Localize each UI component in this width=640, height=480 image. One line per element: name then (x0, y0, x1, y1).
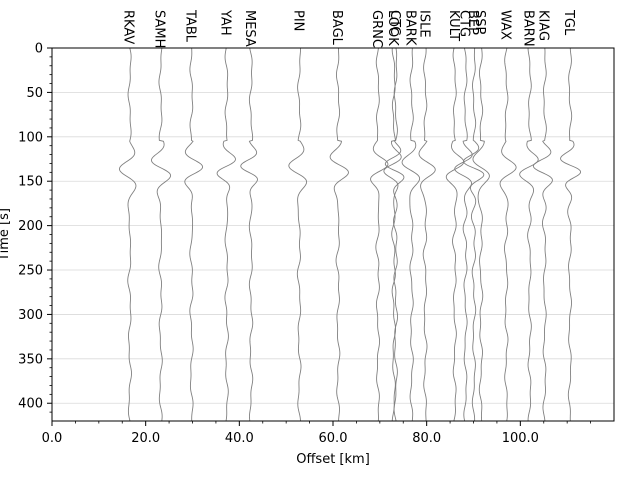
station-label-tabl: TABL (183, 9, 198, 43)
trace-ctg (454, 47, 473, 422)
trace-kiag (532, 47, 553, 422)
y-tick-label: 300 (18, 308, 43, 323)
station-label-barn: BARN (521, 10, 536, 47)
trace-bep (463, 47, 485, 422)
x-tick-label: 100.0 (502, 431, 539, 446)
x-tick-label: 0.0 (42, 431, 63, 446)
station-label-ctc: CTC (387, 10, 402, 35)
trace-kult (445, 47, 465, 422)
trace-yah (216, 47, 236, 422)
trace-isle (418, 47, 436, 422)
trace-bagl (329, 47, 349, 422)
x-tick-label: 80.0 (412, 431, 441, 446)
axis-layer: 0.0 20.0 40.0 60.0 80.0 100.0 0 50 100 150 200 250 3… (18, 42, 591, 446)
y-tick-label: 150 (18, 175, 43, 190)
y-axis-title: Time [s] (0, 208, 12, 262)
station-label-bark: BARK (403, 10, 418, 46)
trace-barn (519, 47, 539, 422)
x-tick-label: 60.0 (319, 431, 348, 446)
station-label-kiag: KIAG (536, 10, 551, 41)
y-tick-label: 250 (18, 264, 43, 279)
station-label-grnc: GRNC (369, 10, 384, 48)
station-label-ssp: SSP (472, 10, 487, 35)
station-label-mesa: MESA (242, 10, 257, 47)
x-axis-title: Offset [km] (296, 452, 370, 467)
trace-bark (401, 47, 421, 422)
station-label-bagl: BAGL (329, 10, 344, 46)
station-label-rkav: RKAV (121, 10, 136, 44)
trace-mesa (240, 47, 258, 422)
station-label-look: LOOK (385, 10, 400, 46)
trace-ssp (472, 47, 490, 422)
y-tick-label: 0 (35, 42, 43, 57)
x-tick-label: 20.0 (131, 431, 160, 446)
trace-samh (151, 47, 172, 422)
y-tick-label: 100 (18, 130, 43, 145)
station-label-samh: SAMH (152, 10, 167, 48)
y-tick-label: 400 (18, 397, 43, 412)
station-label-bep: BEP (465, 10, 480, 35)
station-label-kult: KULT (446, 10, 461, 41)
station-label-yah: YAH (218, 9, 233, 36)
x-tick-label: 40.0 (225, 431, 254, 446)
trace-layer (119, 47, 582, 422)
trace-wax (499, 47, 517, 422)
trace-ctc (384, 47, 405, 422)
y-tick-label: 200 (18, 219, 43, 234)
trace-pin (288, 47, 308, 422)
y-tick-label: 350 (18, 352, 43, 367)
station-label-isle: ISLE (416, 10, 431, 38)
trace-tabl (184, 47, 204, 422)
y-tick-label: 50 (26, 86, 43, 101)
trace-tgl (560, 47, 582, 422)
station-label-ctg: CTG (457, 10, 472, 37)
grid-layer (52, 47, 614, 404)
trace-rkav (119, 47, 137, 422)
trace-look (383, 47, 402, 422)
station-label-pin: PIN (290, 10, 305, 31)
trace-grnc (370, 47, 389, 422)
station-label-tgl: TGL (561, 9, 576, 36)
station-label-wax: WAX (497, 10, 512, 40)
plot-frame (51, 47, 615, 422)
